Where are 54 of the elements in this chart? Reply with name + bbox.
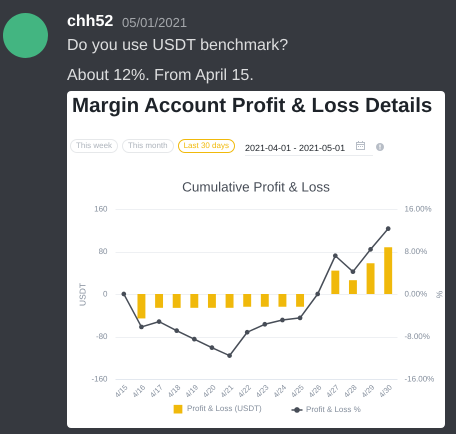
- point: [368, 247, 373, 252]
- text: chh52: [67, 13, 114, 32]
- point: [315, 292, 320, 296]
- bar: [260, 294, 269, 307]
- chart-subtitle: Cumulative Profit & Loss: [182, 180, 330, 194]
- bar: [384, 247, 392, 294]
- bar: [296, 294, 304, 307]
- point: [262, 322, 268, 327]
- bar: [226, 294, 234, 308]
- point: [298, 316, 302, 320]
- y2-tick-label: 16.00%: [404, 204, 432, 214]
- point: [174, 328, 180, 333]
- button: Last 30 days: [178, 139, 235, 153]
- y2-tick-label: -16.00%: [404, 374, 434, 384]
- point: [280, 318, 285, 322]
- text: About 12%. From April 15.: [67, 67, 254, 86]
- point: [244, 330, 250, 335]
- bar: [348, 280, 357, 294]
- y2-tick-label: 8.00%: [404, 247, 428, 256]
- bar: [137, 294, 146, 318]
- legend-label: Profit & Loss (USDT): [187, 404, 262, 414]
- y-tick-label: 0: [103, 290, 108, 298]
- y2-tick-label: -8.00%: [404, 332, 430, 341]
- point: [121, 292, 126, 296]
- button: This month: [122, 139, 174, 153]
- bar: [366, 263, 375, 294]
- text: Do you use USDT benchmark?: [67, 37, 288, 56]
- point: [156, 319, 162, 324]
- bar: [331, 270, 340, 294]
- text: 05/01/2021: [122, 15, 188, 31]
- y-axis-title: USDT: [77, 282, 88, 306]
- point: [227, 353, 232, 358]
- bar: [243, 294, 252, 307]
- point: [210, 345, 214, 350]
- bar: [278, 294, 286, 307]
- point: [386, 226, 391, 231]
- y-tick-label: -160: [91, 374, 108, 384]
- y-tick-label: 80: [98, 247, 108, 256]
- date-field: 2021-04-01 - 2021-05-01: [245, 138, 373, 156]
- point: [350, 269, 356, 274]
- bar: [155, 294, 164, 308]
- legend-label: Profit & Loss %: [306, 404, 361, 414]
- y-tick-label: 160: [94, 204, 108, 214]
- bar: [208, 294, 216, 308]
- button: This week: [70, 139, 118, 153]
- point: [139, 324, 144, 330]
- y-tick-label: -80: [96, 332, 108, 341]
- y2-axis-title: %: [434, 290, 444, 299]
- point: [332, 253, 338, 258]
- bar: [190, 294, 198, 308]
- y2-tick-label: 0.00%: [404, 290, 428, 298]
- point: [192, 336, 197, 342]
- chart-title: Margin Account Profit & Loss Details: [72, 94, 432, 118]
- bar: [172, 294, 181, 308]
